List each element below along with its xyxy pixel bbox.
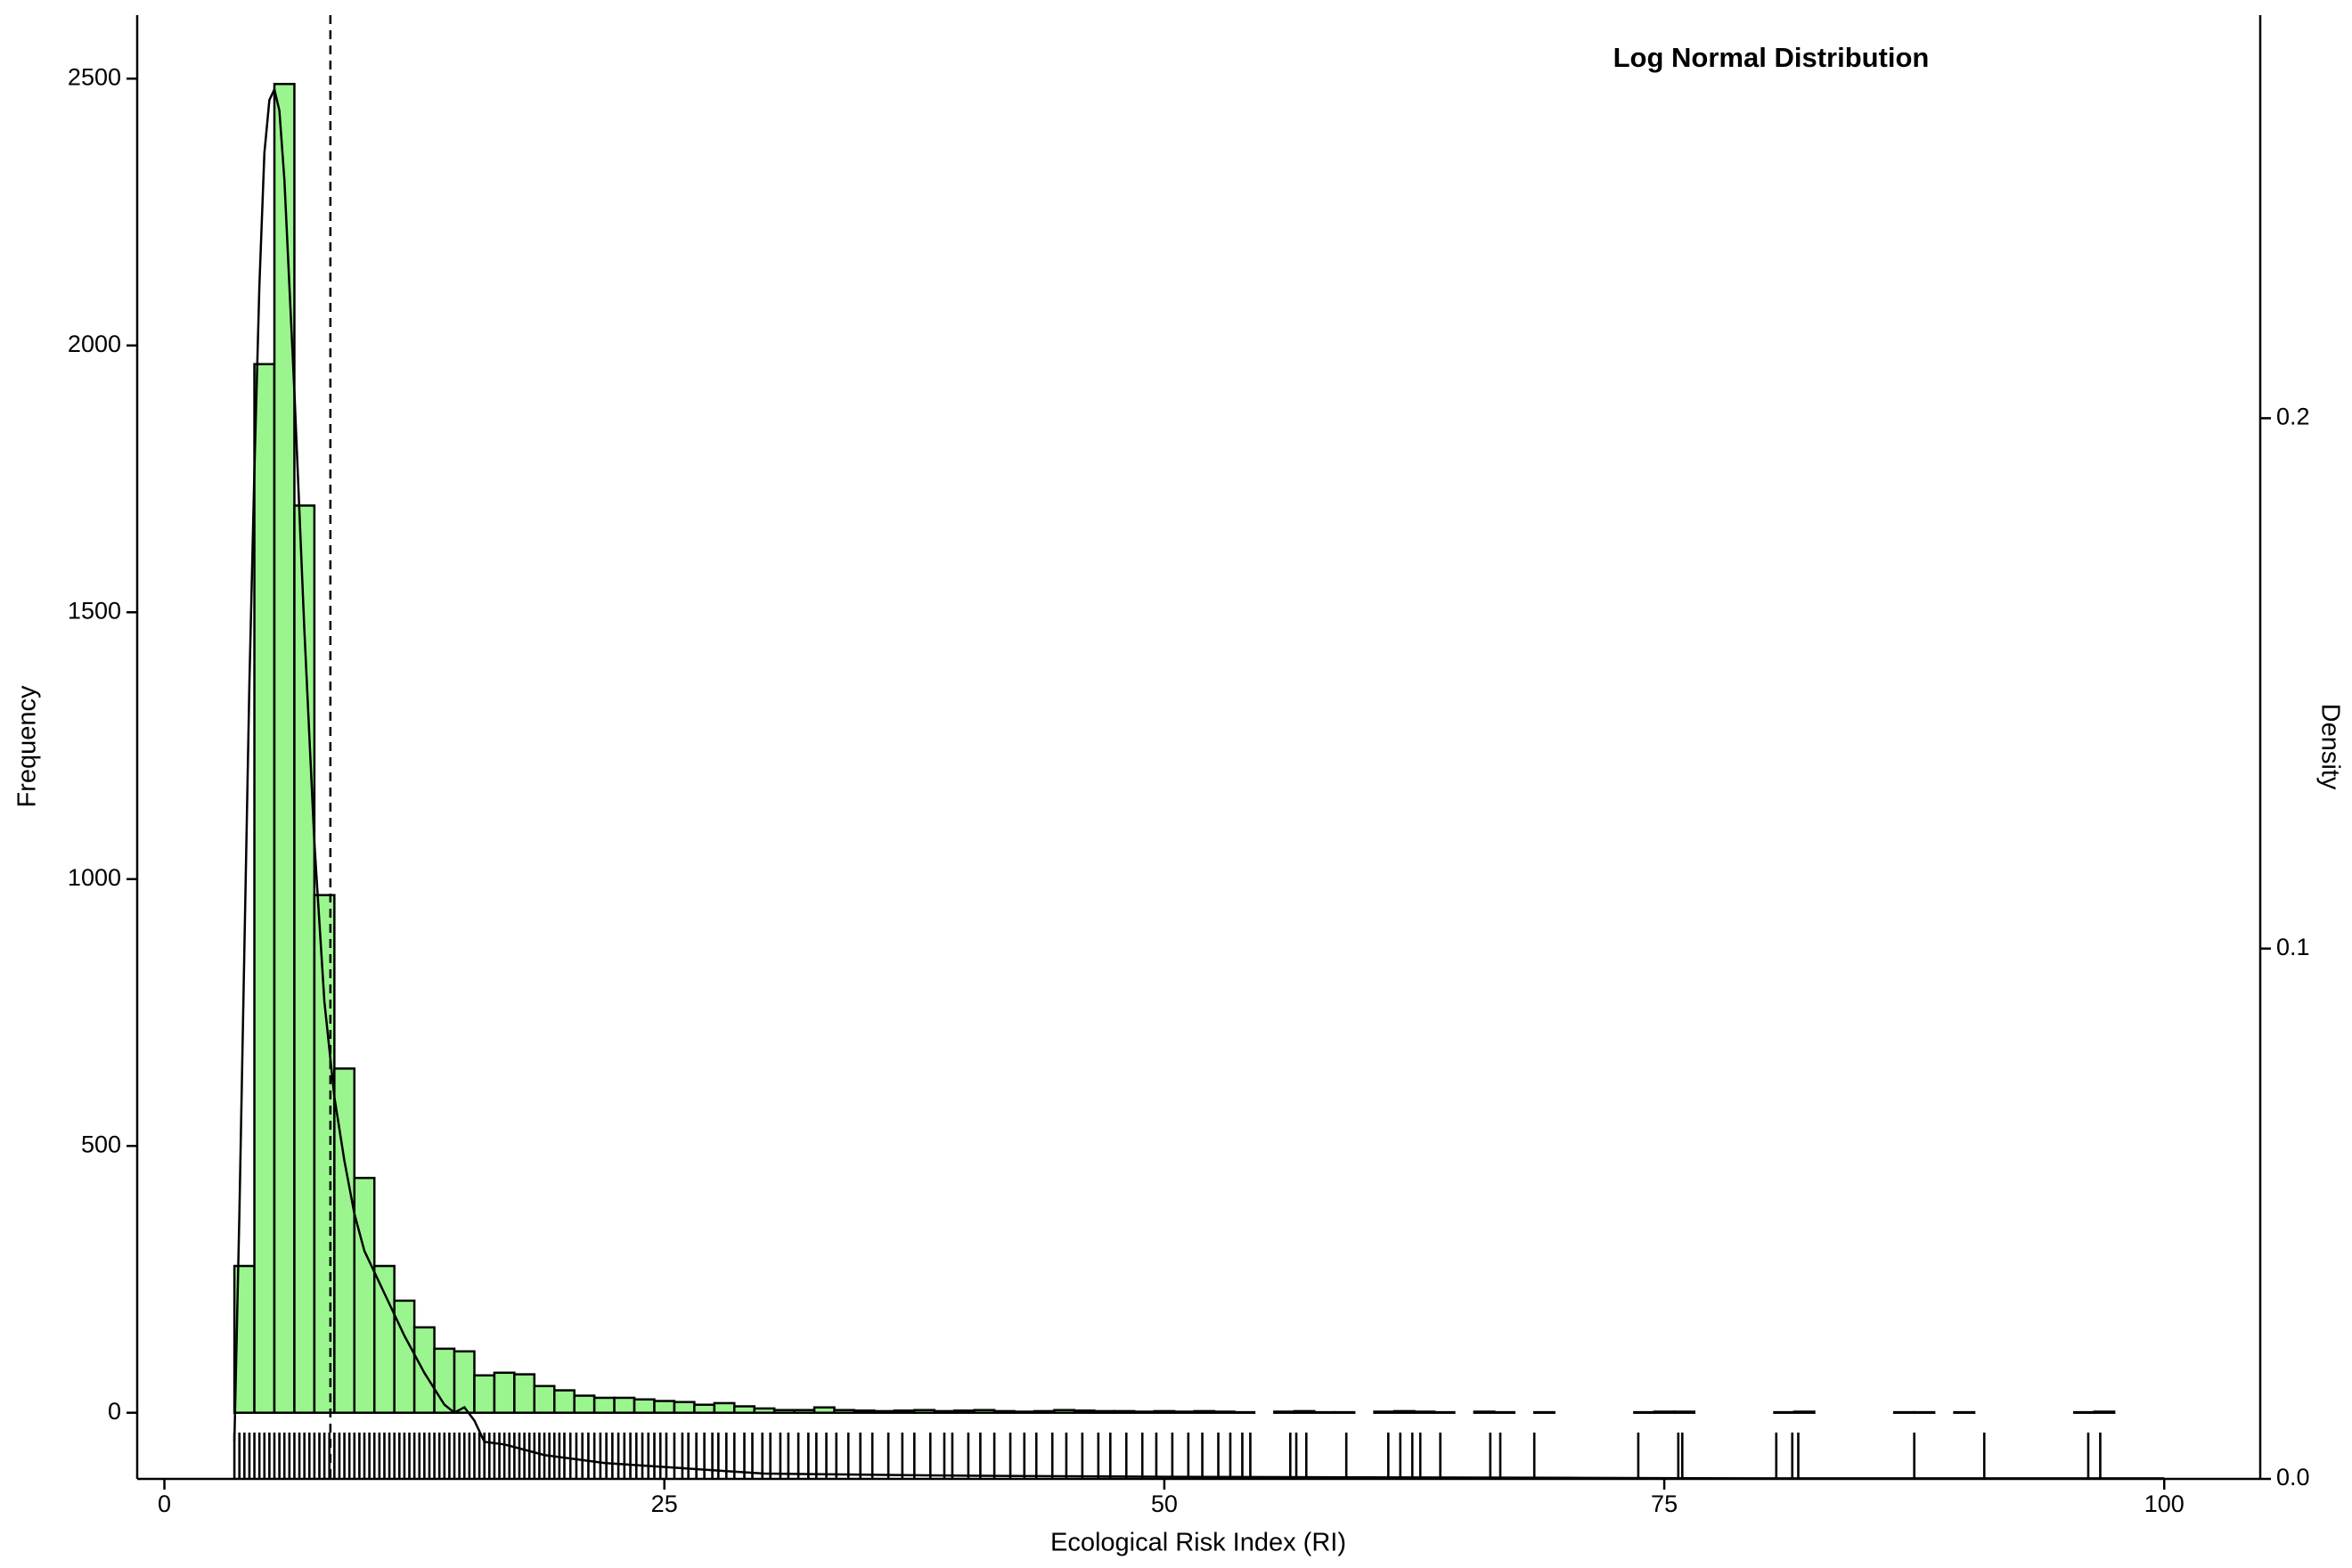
bar: [913, 1409, 935, 1414]
bar: [992, 1409, 1016, 1414]
bar: [653, 1400, 676, 1414]
y-axis-label: Frequency: [13, 685, 42, 808]
bar: [473, 1374, 496, 1414]
y-tick-label: 0: [108, 1398, 121, 1425]
bar: [853, 1409, 876, 1414]
bar: [733, 1405, 755, 1414]
bar: [1172, 1410, 1196, 1414]
bar: [1493, 1410, 1515, 1414]
bar: [1113, 1409, 1136, 1414]
bar: [1193, 1409, 1216, 1414]
bar: [533, 1384, 556, 1414]
x-tick-label: 25: [651, 1490, 678, 1517]
bar: [1233, 1410, 1256, 1414]
bar: [353, 1176, 376, 1414]
bar: [1073, 1409, 1096, 1414]
bar: [1132, 1410, 1156, 1414]
bar: [1013, 1410, 1036, 1414]
density-curve: [233, 86, 2165, 1480]
bar: [793, 1409, 816, 1414]
bar: [1392, 1409, 1416, 1414]
chart-title: Log Normal Distribution: [1613, 42, 1930, 73]
bar: [493, 1371, 516, 1414]
bar: [1093, 1409, 1116, 1414]
bar: [1333, 1410, 1356, 1414]
y2-tick-label: 0.1: [2276, 934, 2310, 960]
bar: [693, 1403, 716, 1414]
bar: [933, 1409, 956, 1414]
bar: [273, 83, 296, 1414]
y-tick-label: 2500: [68, 63, 121, 90]
bar: [1892, 1410, 1915, 1414]
bar: [1153, 1409, 1176, 1414]
x-tick-label: 75: [1651, 1490, 1678, 1517]
bar: [673, 1401, 696, 1414]
bar: [873, 1409, 896, 1414]
bar: [1433, 1410, 1456, 1414]
y-tick-label: 500: [81, 1131, 121, 1157]
bar: [1773, 1410, 1796, 1414]
bar: [1673, 1410, 1695, 1414]
bar: [412, 1326, 436, 1414]
bar: [772, 1409, 796, 1414]
bar: [393, 1299, 416, 1414]
bar: [2072, 1410, 2095, 1414]
bar: [573, 1394, 596, 1414]
x-tick-label: 0: [158, 1490, 171, 1517]
bar: [1413, 1410, 1436, 1414]
bar: [1633, 1410, 1656, 1414]
bar: [613, 1396, 636, 1414]
bar: [1373, 1410, 1396, 1414]
bar: [1793, 1410, 1816, 1414]
y-tick-label: 2000: [68, 331, 121, 357]
bar: [813, 1406, 836, 1414]
y-tick-label: 1000: [68, 864, 121, 891]
bar: [372, 1264, 396, 1414]
bar: [1532, 1410, 1556, 1414]
bar: [1273, 1410, 1296, 1414]
bar: [893, 1409, 916, 1414]
y2-axis-label: Density: [2315, 704, 2344, 790]
bar: [2093, 1410, 2116, 1414]
x-tick-label: 100: [2144, 1490, 2185, 1517]
bar: [952, 1409, 976, 1414]
y-tick-label: 1500: [68, 597, 121, 624]
bar: [1953, 1410, 1976, 1414]
x-tick-label: 50: [1151, 1490, 1178, 1517]
bar: [753, 1407, 776, 1414]
y2-tick-label: 0.2: [2276, 404, 2310, 430]
bar: [973, 1409, 996, 1414]
bar: [1213, 1410, 1236, 1414]
bar: [1033, 1409, 1056, 1414]
bar: [713, 1401, 736, 1414]
bar: [552, 1389, 576, 1414]
bar: [833, 1409, 856, 1414]
bar: [1913, 1410, 1936, 1414]
bar: [592, 1396, 616, 1414]
bar: [1312, 1410, 1335, 1414]
bar: [453, 1350, 476, 1414]
bar: [633, 1398, 656, 1414]
bar: [1473, 1410, 1496, 1414]
bar: [1293, 1409, 1316, 1414]
bar: [513, 1373, 536, 1414]
x-axis-label: Ecological Risk Index (RI): [1050, 1529, 1346, 1557]
y2-tick-label: 0.0: [2276, 1464, 2310, 1490]
bar: [1053, 1409, 1076, 1414]
bar: [1653, 1410, 1676, 1414]
bar: [253, 363, 276, 1414]
